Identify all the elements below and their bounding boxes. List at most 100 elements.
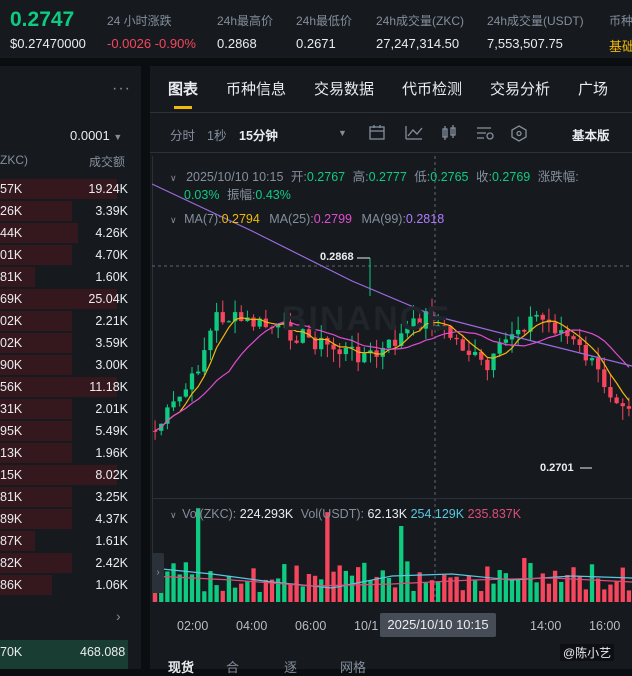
interval-dropdown-icon[interactable]: ▼ <box>338 128 347 138</box>
orderbook-row[interactable]: 87K 1.61K <box>0 530 141 552</box>
vol-base-value: 27,247,314.50 <box>376 36 460 51</box>
tab-coin-info[interactable]: 币种信息 <box>226 81 287 98</box>
candle <box>239 305 244 322</box>
ticker-header <box>0 0 632 58</box>
orderbook-row[interactable]: 26K 3.39K <box>0 200 141 222</box>
volume-bar <box>331 571 336 602</box>
orderbook-row[interactable]: 82K 2.42K <box>0 552 141 574</box>
chart-area[interactable] <box>152 156 632 602</box>
orderbook-row[interactable]: 81K 3.25K <box>0 486 141 508</box>
row-total: 1.06K <box>95 578 128 592</box>
volume-bar <box>540 573 545 602</box>
layers-icon[interactable] <box>511 125 527 142</box>
tab-square[interactable]: 广场 <box>578 81 609 98</box>
volume-bar <box>392 587 398 602</box>
change-label: 涨跌幅: <box>537 170 579 184</box>
tab-trade-analysis[interactable]: 交易分析 <box>490 81 551 98</box>
candle <box>546 308 552 333</box>
volume-bar <box>405 561 410 602</box>
volume-bar <box>516 579 521 602</box>
row-qty: 86K <box>0 578 23 592</box>
open-value: 0.2767 <box>306 170 346 184</box>
volume-bar <box>411 590 416 602</box>
volume-bar <box>343 570 348 602</box>
row-total: 5.49K <box>95 424 128 438</box>
depth-bar <box>0 399 72 419</box>
active-tab-indicator <box>174 106 192 109</box>
candle <box>152 420 158 440</box>
volume-legend: ∨ Vol(ZKC): 224.293K Vol(USDT): 62.13K 2… <box>170 507 521 521</box>
candle <box>362 347 367 364</box>
candle <box>183 383 188 398</box>
volume-bar <box>620 567 625 602</box>
calendar-icon[interactable] <box>369 125 385 140</box>
vol-quote-label: Vol(USDT): <box>300 507 364 521</box>
volume-bar <box>319 579 324 602</box>
candle-icon[interactable] <box>442 125 456 140</box>
volume-bar <box>239 583 244 602</box>
depth-bar <box>0 201 72 221</box>
orderbook-row[interactable]: 31K 2.01K <box>0 398 141 420</box>
orderbook-row[interactable]: 01K 4.70K <box>0 244 141 266</box>
orderbook-row[interactable]: 57K 19.24K <box>0 178 141 200</box>
orderbook-row[interactable]: 02K 2.21K <box>0 310 141 332</box>
extra-value[interactable]: 基础 <box>609 39 632 54</box>
orderbook-row[interactable]: 95K 5.49K <box>0 420 141 442</box>
tab-chart[interactable]: 图表 <box>168 81 199 98</box>
collapse-chevron-icon[interactable]: ∨ <box>170 173 177 183</box>
interval-timeline[interactable]: 分时 <box>170 129 196 143</box>
volume-bar <box>571 567 576 602</box>
orderbook-row[interactable]: 69K 25.04K <box>0 288 141 310</box>
depth-bar <box>0 443 72 463</box>
orderbook-row[interactable]: 86K 1.06K <box>0 574 141 596</box>
orderbook-row[interactable]: 90K 3.00K <box>0 354 141 376</box>
orderbook-row[interactable]: 13K 1.96K <box>0 442 141 464</box>
low-value: 0.2671 <box>296 36 336 51</box>
tab-spot[interactable]: 现货 <box>168 660 195 675</box>
watermark: BINANCE <box>282 300 451 338</box>
candle <box>232 300 238 334</box>
volume-bar <box>220 590 225 602</box>
tab-isolated[interactable]: 逐 <box>284 660 298 675</box>
tab-margin[interactable]: 合 <box>226 660 240 675</box>
tick-size-select[interactable]: 0.0001 ▼ <box>70 128 122 143</box>
volume-bar <box>528 563 533 602</box>
open-label: 开: <box>290 170 307 184</box>
row-qty: 15K <box>0 468 23 482</box>
indicator-icon[interactable] <box>405 126 423 140</box>
settings-list-icon[interactable] <box>477 127 494 140</box>
orderbook-row[interactable]: 02K 3.59K <box>0 332 141 354</box>
change-label: 24 小时涨跌 <box>107 14 172 28</box>
candle <box>559 316 564 342</box>
orderbook-row[interactable]: 89K 4.37K <box>0 508 141 530</box>
bottom-depth-bar <box>0 640 128 669</box>
volume-bar <box>276 578 281 602</box>
last-price: 0.2747 <box>10 8 75 31</box>
vol-chevron-icon[interactable]: ∨ <box>170 510 177 520</box>
more-dots-icon[interactable]: ··· <box>112 80 131 97</box>
col-qty-header: ZKC) <box>0 153 28 167</box>
ma-chevron-icon[interactable]: ∨ <box>170 215 177 225</box>
depth-bar <box>0 509 72 529</box>
orderbook-row[interactable]: 15K 8.02K <box>0 464 141 486</box>
volume-bar <box>202 591 207 602</box>
volume-bar <box>177 574 182 602</box>
tab-trade-data[interactable]: 交易数据 <box>314 81 375 98</box>
candle <box>577 328 582 353</box>
candle <box>300 328 305 344</box>
orderbook-row[interactable]: 44K 4.26K <box>0 222 141 244</box>
orderbook-row[interactable]: 81K 1.60K <box>0 266 141 288</box>
view-mode-basic[interactable]: 基本版 <box>572 129 610 143</box>
high-label: 24h最高价 <box>217 14 274 28</box>
candlestick-chart[interactable] <box>152 156 632 602</box>
depth-bar <box>0 465 117 485</box>
tab-grid[interactable]: 网格 <box>340 660 367 675</box>
chevron-right-icon[interactable]: › <box>116 608 121 624</box>
volume-bar <box>466 575 472 602</box>
orderbook-row[interactable]: 56K 11.18K <box>0 376 141 398</box>
collapse-panel-icon[interactable]: › <box>152 553 164 593</box>
interval-15m[interactable]: 15分钟 <box>239 129 278 143</box>
tab-token-check[interactable]: 代币检测 <box>402 81 463 98</box>
interval-1s[interactable]: 1秒 <box>207 129 227 143</box>
time-tick: 10/1 <box>354 619 379 633</box>
